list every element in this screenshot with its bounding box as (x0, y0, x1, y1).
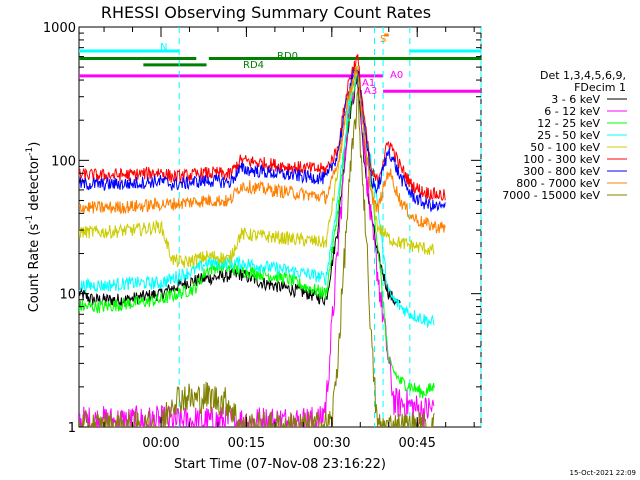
legend-label: 25 - 50 keV (537, 129, 600, 142)
timestamp: 15-Oct-2021 22:09 (570, 469, 636, 477)
legend-label: 3 - 6 keV (551, 93, 600, 106)
series-line (79, 71, 435, 399)
series-line (79, 54, 446, 201)
legend-header-1: Det 1,3,4,5,6,9, (540, 69, 626, 82)
series-lines (79, 54, 446, 427)
legend-label: 800 - 7000 keV (516, 177, 600, 190)
legend-label: 300 - 800 keV (523, 165, 600, 178)
flag-label-n: N (160, 42, 167, 53)
series-line (79, 65, 435, 269)
chart-title: RHESSI Observing Summary Count Rates (101, 3, 431, 22)
x-axis-label: Start Time (07-Nov-08 23:16:22) (174, 457, 386, 472)
y-axis-label: Count Rate (s-1 detector-1) (25, 142, 42, 313)
y-tick-label: 100 (51, 154, 76, 169)
y-tick-label: 10 (59, 288, 76, 303)
legend-header-2: FDecim 1 (574, 81, 626, 94)
flag-label-rd4: RD4 (243, 60, 264, 71)
flag-label-a3: A3 (364, 86, 377, 97)
x-tick-label: 00:15 (228, 436, 265, 451)
series-line (79, 68, 435, 427)
legend-label: 100 - 300 keV (523, 153, 600, 166)
legend-label: 6 - 12 keV (544, 105, 600, 118)
flag-label-a1: A1 (362, 78, 375, 89)
axis-ticks: 1 10 100 1000 00:00 00:15 00:30 00:45 (43, 21, 481, 451)
series-line (79, 66, 446, 234)
x-tick-label: 00:30 (313, 436, 350, 451)
series-line (79, 67, 435, 329)
flag-label-rd0: RD0 (277, 51, 298, 62)
flag-bars (79, 33, 481, 93)
y-tick-label: 1000 (43, 21, 76, 36)
legend-label: 50 - 100 keV (530, 141, 600, 154)
legend-label: 7000 - 15000 keV (502, 189, 600, 202)
flag-vertical-lines (178, 27, 482, 427)
legend-label: 12 - 25 keV (537, 117, 600, 130)
flag-label-a0: A0 (390, 70, 403, 81)
series-line (79, 66, 446, 212)
y-tick-label: 1 (68, 421, 76, 436)
x-tick-label: 00:00 (142, 436, 179, 451)
x-tick-label: 00:45 (398, 436, 435, 451)
flag-label-s: S (380, 34, 386, 45)
series-line (79, 90, 435, 427)
